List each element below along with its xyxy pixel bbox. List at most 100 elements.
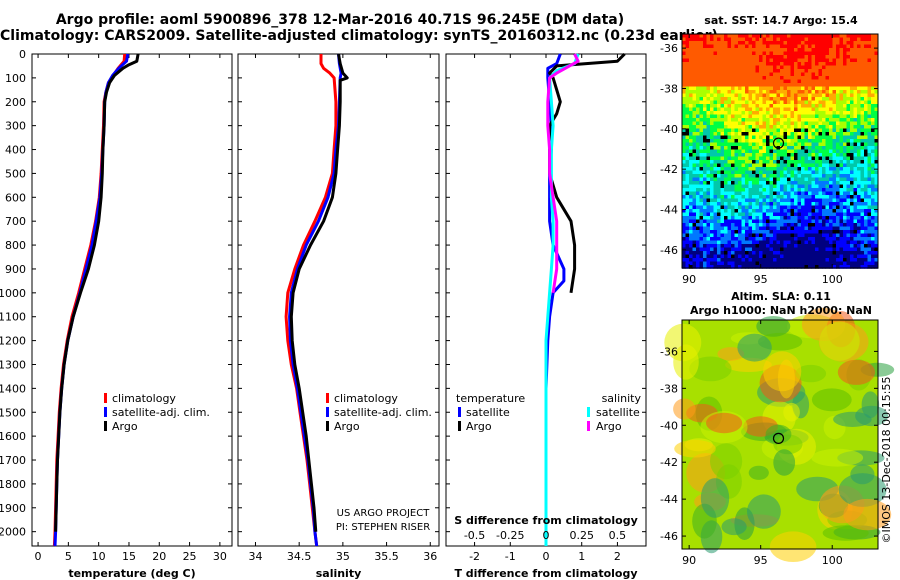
sst-cell (727, 97, 732, 101)
sst-cell (769, 198, 774, 203)
sst-cell (741, 55, 746, 59)
sst-cell (874, 55, 879, 59)
sst-cell (689, 209, 693, 213)
sst-cell (825, 41, 830, 45)
sst-cell (773, 146, 777, 150)
sst-cell (734, 209, 739, 213)
sst-cell (717, 202, 721, 206)
sst-cell (794, 265, 798, 269)
sst-cell (717, 139, 721, 143)
sst-cell (797, 37, 802, 42)
x-axis-label-s-difference: S difference from climatology (454, 514, 638, 527)
sst-cell (860, 212, 865, 217)
sst-cell (766, 216, 770, 220)
sst-cell (685, 209, 690, 213)
sst-cell (790, 240, 795, 245)
sst-cell (731, 205, 735, 210)
sst-cell (850, 79, 854, 84)
sst-cell (864, 37, 868, 42)
sst-cell (808, 83, 812, 87)
sst-cell (804, 219, 809, 224)
map-lat-label-sst: -36 (660, 42, 678, 55)
sst-cell (780, 58, 784, 63)
sst-cell (846, 86, 851, 91)
sst-cell (682, 65, 686, 70)
sst-cell (734, 44, 739, 49)
sst-cell (696, 188, 700, 192)
sst-cell (682, 114, 686, 119)
sst-cell (759, 167, 763, 171)
sst-cell (685, 146, 690, 150)
sst-cell (864, 240, 868, 245)
sst-cell (850, 44, 854, 49)
sst-cell (752, 41, 756, 45)
sst-cell (689, 97, 693, 101)
sst-cell (755, 135, 760, 140)
sst-cell (706, 76, 711, 80)
sla-blob (706, 412, 743, 434)
sst-cell (829, 261, 833, 266)
sst-cell (787, 195, 791, 199)
sst-cell (818, 86, 823, 91)
sst-cell (815, 198, 819, 203)
sst-cell (706, 114, 711, 119)
sst-cell (804, 44, 809, 49)
sst-cell (832, 167, 837, 171)
sst-cell (734, 261, 739, 266)
sst-cell (843, 121, 847, 126)
sst-cell (797, 233, 802, 238)
sst-cell (874, 44, 879, 49)
sst-cell (748, 177, 753, 182)
sst-cell (685, 160, 690, 164)
sst-cell (685, 251, 690, 255)
sst-cell (745, 230, 749, 234)
sst-cell (717, 86, 721, 91)
sst-cell (692, 48, 697, 52)
sst-cell (724, 55, 728, 59)
sst-cell (717, 37, 721, 42)
sst-cell (836, 111, 840, 115)
sst-cell (822, 132, 826, 136)
sst-cell (696, 69, 700, 73)
sst-cell (741, 34, 746, 38)
x-tick-label-temperature: 30 (213, 550, 227, 563)
sst-cell (752, 37, 756, 42)
sst-cell (685, 181, 690, 185)
sst-cell (769, 251, 774, 255)
sst-cell (857, 65, 861, 70)
sst-cell (783, 125, 788, 129)
sst-cell (685, 202, 690, 206)
sst-cell (787, 216, 791, 220)
sst-cell (773, 128, 777, 133)
sst-cell (717, 69, 721, 73)
sst-cell (706, 125, 711, 129)
sst-cell (871, 265, 875, 269)
sst-cell (769, 100, 774, 105)
sst-cell (766, 76, 770, 80)
sst-cell (713, 76, 718, 80)
sst-cell (864, 174, 868, 178)
sst-cell (724, 177, 728, 182)
sst-cell (808, 240, 812, 245)
sst-cell (867, 135, 872, 140)
sst-cell (717, 114, 721, 119)
sst-cell (797, 209, 802, 213)
sst-cell (769, 261, 774, 266)
sst-cell (871, 184, 875, 189)
sst-cell (738, 125, 742, 129)
sst-cell (762, 104, 767, 108)
sst-cell (801, 156, 805, 161)
sst-cell (710, 167, 714, 171)
imos-credit: ©IMOS 13-Dec-2018 00:15:55 (880, 377, 893, 544)
sst-cell (874, 205, 879, 210)
sst-cell (832, 233, 837, 238)
sst-cell (832, 223, 837, 227)
sst-cell (804, 62, 809, 66)
sst-cell (720, 118, 725, 122)
sst-cell (738, 226, 742, 231)
sst-cell (703, 174, 707, 178)
sst-cell (745, 195, 749, 199)
sst-cell (748, 205, 753, 210)
sst-cell (773, 195, 777, 199)
sst-cell (867, 72, 872, 77)
